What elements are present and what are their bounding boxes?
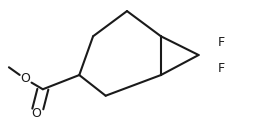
Text: F: F bbox=[217, 36, 225, 49]
Text: F: F bbox=[217, 62, 225, 75]
Text: O: O bbox=[31, 107, 41, 120]
Text: O: O bbox=[20, 72, 30, 85]
